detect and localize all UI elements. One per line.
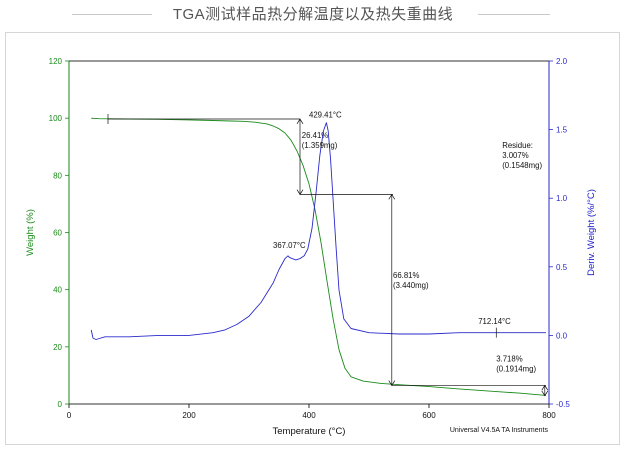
annotation-step3-mass: (0.1914mg) [496, 365, 536, 374]
step3-arrow-bottom [541, 390, 549, 397]
step3-arrow-top [541, 384, 549, 391]
step1-arrow-top [296, 118, 304, 125]
weight-series-line [91, 117, 547, 396]
y-tick-label: 100 [49, 114, 63, 123]
y2-tick-label: -0.5 [556, 400, 570, 409]
page-header: TGA测试样品热分解温度以及热失重曲线 [0, 0, 626, 30]
chart-frame [5, 32, 620, 445]
y2-tick-label: 0.5 [556, 263, 568, 272]
y-tick-label: 80 [53, 171, 62, 180]
y-axis-title: Weight (%) [25, 209, 36, 256]
y-tick-label: 0 [58, 400, 63, 409]
instrument-footer: Universal V4.5A TA Instruments [450, 427, 549, 434]
annotation-step3-percent: 3.718% [496, 355, 523, 364]
y2-axis-title: Deriv. Weight (%/°C) [586, 189, 597, 276]
page-title: TGA测试样品热分解温度以及热失重曲线 [172, 6, 454, 23]
x-axis-title: Temperature (°C) [273, 426, 346, 437]
x-tick-label: 600 [422, 411, 436, 420]
x-tick-label: 400 [302, 411, 316, 420]
y2-tick-label: 1.5 [556, 126, 568, 135]
y-tick-label: 20 [53, 343, 62, 352]
annotation-step1-percent: 26.41% [302, 131, 329, 140]
annotation-step2-percent: 66.81% [393, 271, 420, 280]
y-tick-label: 40 [53, 286, 62, 295]
annotation-residue-mass: (0.1548mg) [502, 161, 542, 170]
deriv-weight-series-line [90, 122, 546, 340]
annotation-peak-temp-429: 429.41°C [309, 110, 342, 119]
annotation-residue-label: Residue: [502, 141, 533, 150]
x-tick-label: 0 [67, 411, 72, 420]
y2-tick-label: 2.0 [556, 57, 568, 66]
annotation-peak-temp-712: 712.14°C [478, 317, 511, 326]
x-tick-label: 800 [542, 411, 556, 420]
annotation-peak-temp-367: 367.07°C [273, 241, 306, 250]
y-tick-label: 60 [53, 229, 62, 238]
annotation-residue-percent: 3.007% [502, 151, 529, 160]
step2-arrow-top [388, 193, 396, 200]
annotation-step1-mass: (1.359mg) [302, 141, 338, 150]
x-tick-label: 200 [182, 411, 196, 420]
annotation-step2-mass: (3.440mg) [393, 281, 429, 290]
y-tick-label: 120 [49, 57, 63, 66]
y2-tick-label: 0.0 [556, 331, 568, 340]
header-rule-left [72, 14, 152, 15]
header-rule-right [478, 14, 550, 15]
y2-tick-label: 1.0 [556, 194, 568, 203]
